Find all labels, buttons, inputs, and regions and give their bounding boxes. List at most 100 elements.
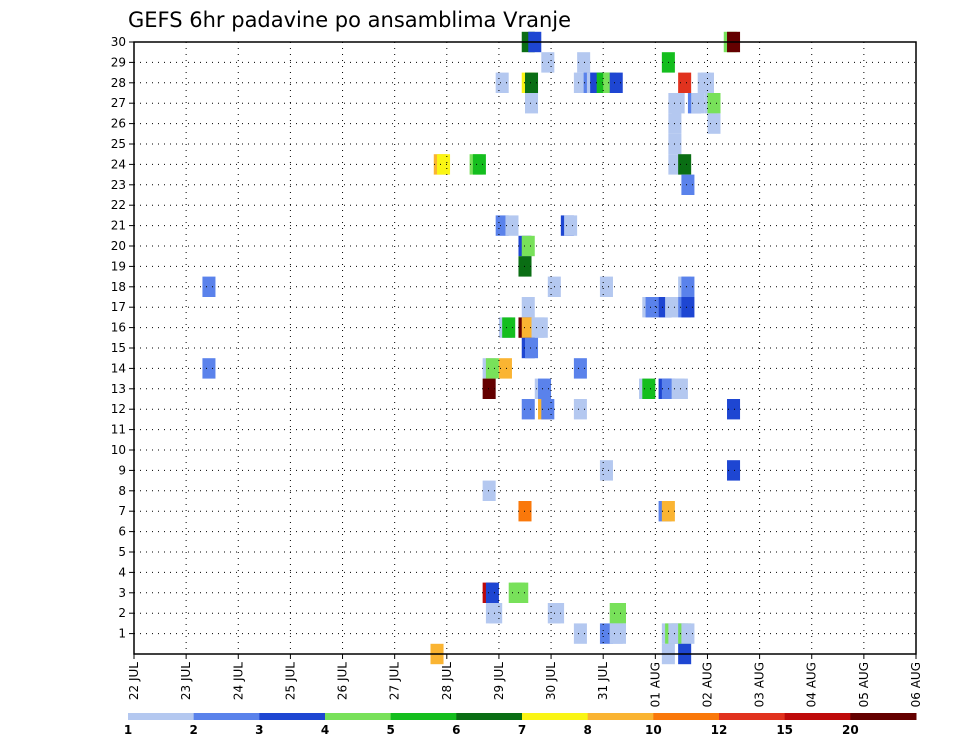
cell-member-21-40 [564,215,578,236]
cell-member-15-63 [525,337,539,359]
y-tick-label-21: 21 [111,219,126,233]
cell-member-21-38 [505,215,519,236]
cell-member-24-35 [678,154,692,175]
cell-member-29-4 [541,52,555,73]
cell-member-12-80 [541,399,555,420]
cell-member-16-57 [502,317,516,338]
cell-member-12-81 [573,399,587,420]
cell-member-18-48 [681,276,695,297]
cell-member-13-71 [538,378,552,399]
colorbar-swatch-5 [456,713,523,720]
cell-member-1-110 [681,623,695,644]
x-tick-label-3: 25 JUL [283,662,297,700]
y-tick-label-10: 10 [111,443,126,457]
colorbar-swatch-7 [587,713,654,720]
y-tick-label-28: 28 [111,76,126,90]
colorbar-label-12: 12 [711,723,728,737]
x-tick-label-8: 30 JUL [544,662,558,700]
cell-member-27-22 [671,93,685,114]
colorbar-swatch-10 [784,713,851,720]
cell-member-9-83 [599,460,613,481]
grid-layer [134,41,916,654]
y-tick-label-11: 11 [111,423,126,437]
x-tick-label-2: 24 JUL [231,662,245,700]
y-tick-label-9: 9 [118,463,126,477]
y-tick-label-8: 8 [118,484,126,498]
cell-member-16-61 [534,317,548,338]
cell-member-28-7 [495,72,509,93]
colorbar-label-1: 1 [124,723,132,737]
cell-member-14-66 [485,358,499,379]
chart-title: GEFS 6hr padavine po ansamblima Vranje [128,8,571,32]
colorbar-swatch-9 [719,713,786,720]
y-tick-label-13: 13 [111,382,126,396]
colorbar-label-20: 20 [842,723,859,737]
cell-member-1-101 [599,623,613,644]
cell-member-24-31 [437,154,451,175]
x-tick-label-10: 01 AUG [648,662,662,707]
y-tick-label-22: 22 [111,198,126,212]
x-tick-label-5: 27 JUL [388,662,402,700]
cell-member-14-64 [202,358,216,379]
cell-member-29-5 [577,52,591,73]
y-tick-label-7: 7 [118,504,126,518]
cell-member-13-77 [674,378,688,399]
x-tick-label-4: 26 JUL [336,662,350,700]
cell-member-14-67 [498,358,512,379]
cell-member-14-68 [573,358,587,379]
cell-member-2-97 [551,603,565,624]
x-tick-label-7: 29 JUL [492,662,506,700]
cell-member-12-82 [727,399,741,420]
y-tick-label-17: 17 [111,300,126,314]
colorbar-layer: 1 2 3 4 5 6 7 8 10 12 15 20 [124,713,917,737]
x-tick-label-1: 23 JUL [179,662,193,700]
y-tick-label-19: 19 [111,259,126,273]
cells-layer [202,31,741,665]
cell-member-28-16 [609,72,623,93]
cell-member-1-103 [612,623,627,644]
colorbar-swatch-11 [850,713,917,720]
colorbar-swatch-0 [128,713,195,720]
y-tick-label-26: 26 [111,117,126,131]
cell-member-3-90 [485,582,499,603]
y-tick-label-3: 3 [118,586,126,600]
cell-member-28-9 [525,72,539,93]
cell-member-18-44 [202,276,216,297]
y-tick-label-14: 14 [111,361,126,375]
cell-member-18-46 [599,276,613,297]
cell-member-20-42 [521,235,535,257]
cell-member-28-17 [678,72,692,93]
cell-member-13-69 [482,378,496,399]
colorbar-label-4: 4 [321,723,329,737]
y-tick-label-23: 23 [111,178,126,192]
colorbar-swatch-3 [325,713,392,720]
cell-member-27-24 [691,93,705,114]
cell-member-8-85 [482,480,496,501]
cell-member-3-93 [515,582,529,603]
colorbar-swatch-6 [522,713,589,720]
y-tick-label-5: 5 [118,545,126,559]
cell-member-26-28 [707,113,721,134]
cell-member-16-59 [521,317,535,338]
x-tick-label-0: 22 JUL [127,662,141,700]
y-tick-label-2: 2 [118,606,126,620]
cell-member-17-55 [681,297,695,318]
colorbar-label-7: 7 [518,723,526,737]
x-tick-label-9: 31 JUL [596,662,610,700]
colorbar-label-3: 3 [255,723,263,737]
cell-member-13-73 [642,378,656,399]
y-tick-label-15: 15 [111,341,126,355]
cell-member-9-84 [727,460,741,481]
cell-member-12-78 [521,399,535,420]
colorbar-swatch-1 [193,713,260,720]
cell-member-24-33 [472,154,486,175]
colorbar-label-6: 6 [452,723,460,737]
y-tick-label-30: 30 [111,35,126,49]
cell-member-1-100 [573,623,587,644]
colorbar-label-8: 8 [583,723,591,737]
y-tick-label-12: 12 [111,402,126,416]
x-tick-label-6: 28 JUL [440,662,454,700]
y-tick-label-16: 16 [111,321,126,335]
y-tick-label-4: 4 [118,565,126,579]
